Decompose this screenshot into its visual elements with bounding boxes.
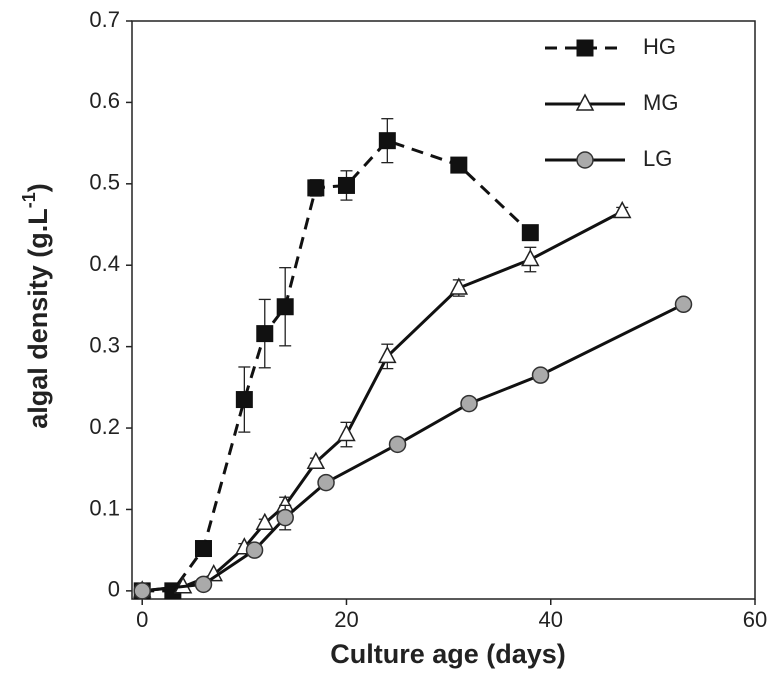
marker-triangle: [337, 423, 356, 442]
marker-circle: [245, 541, 264, 559]
marker-circle: [674, 295, 693, 314]
x-tick-label: 20: [334, 607, 358, 632]
marker-triangle: [306, 451, 326, 469]
marker-triangle: [378, 345, 397, 364]
marker-triangle: [449, 277, 469, 295]
y-label-sup: -1: [19, 192, 39, 208]
y-label-end: ): [23, 183, 53, 192]
marker-square: [521, 224, 539, 242]
series-line: [142, 138, 532, 593]
y-axis-label: algal density (g.L-1): [19, 183, 53, 429]
marker-triangle: [521, 248, 540, 267]
marker-square: [337, 176, 355, 194]
legend-marker: [576, 39, 594, 57]
marker-square: [450, 156, 468, 174]
marker-square: [235, 391, 253, 409]
marker-square: [307, 179, 325, 197]
marker-square: [256, 325, 274, 343]
legend-label: MG: [643, 90, 678, 115]
x-axis-label: Culture age (days): [330, 639, 566, 669]
legend-label: LG: [643, 146, 672, 171]
series-line: [142, 210, 623, 593]
y-tick-label: 0.4: [89, 251, 120, 276]
marker-square: [378, 132, 396, 150]
marker-circle: [317, 473, 335, 492]
x-tick-label: 60: [743, 607, 767, 632]
x-tick-label: 0: [136, 607, 148, 632]
legend-marker: [576, 151, 594, 169]
y-tick-label: 0.2: [89, 414, 120, 439]
plot-frame: [131, 20, 756, 600]
marker-circle: [531, 366, 550, 384]
y-tick-label: 0.6: [89, 88, 120, 113]
marker-circle: [133, 582, 151, 600]
marker-triangle: [612, 200, 632, 219]
x-tick-label: 40: [538, 607, 562, 632]
marker-circle: [194, 575, 213, 594]
y-label-main: algal density (g.L: [23, 208, 53, 429]
marker-triangle: [255, 512, 275, 531]
y-tick-label: 0.7: [89, 7, 120, 32]
legend-marker: [575, 93, 595, 111]
legend-label: HG: [643, 34, 676, 59]
marker-square: [276, 298, 294, 316]
y-tick-label: 0.3: [89, 332, 120, 357]
y-tick-label: 0.5: [89, 170, 120, 195]
series-line: [142, 302, 685, 593]
marker-square: [194, 540, 212, 558]
y-tick-label: 0: [108, 577, 120, 602]
marker-circle: [276, 508, 294, 527]
y-tick-label: 0.1: [89, 495, 120, 520]
marker-circle: [388, 435, 407, 454]
marker-circle: [460, 394, 478, 413]
